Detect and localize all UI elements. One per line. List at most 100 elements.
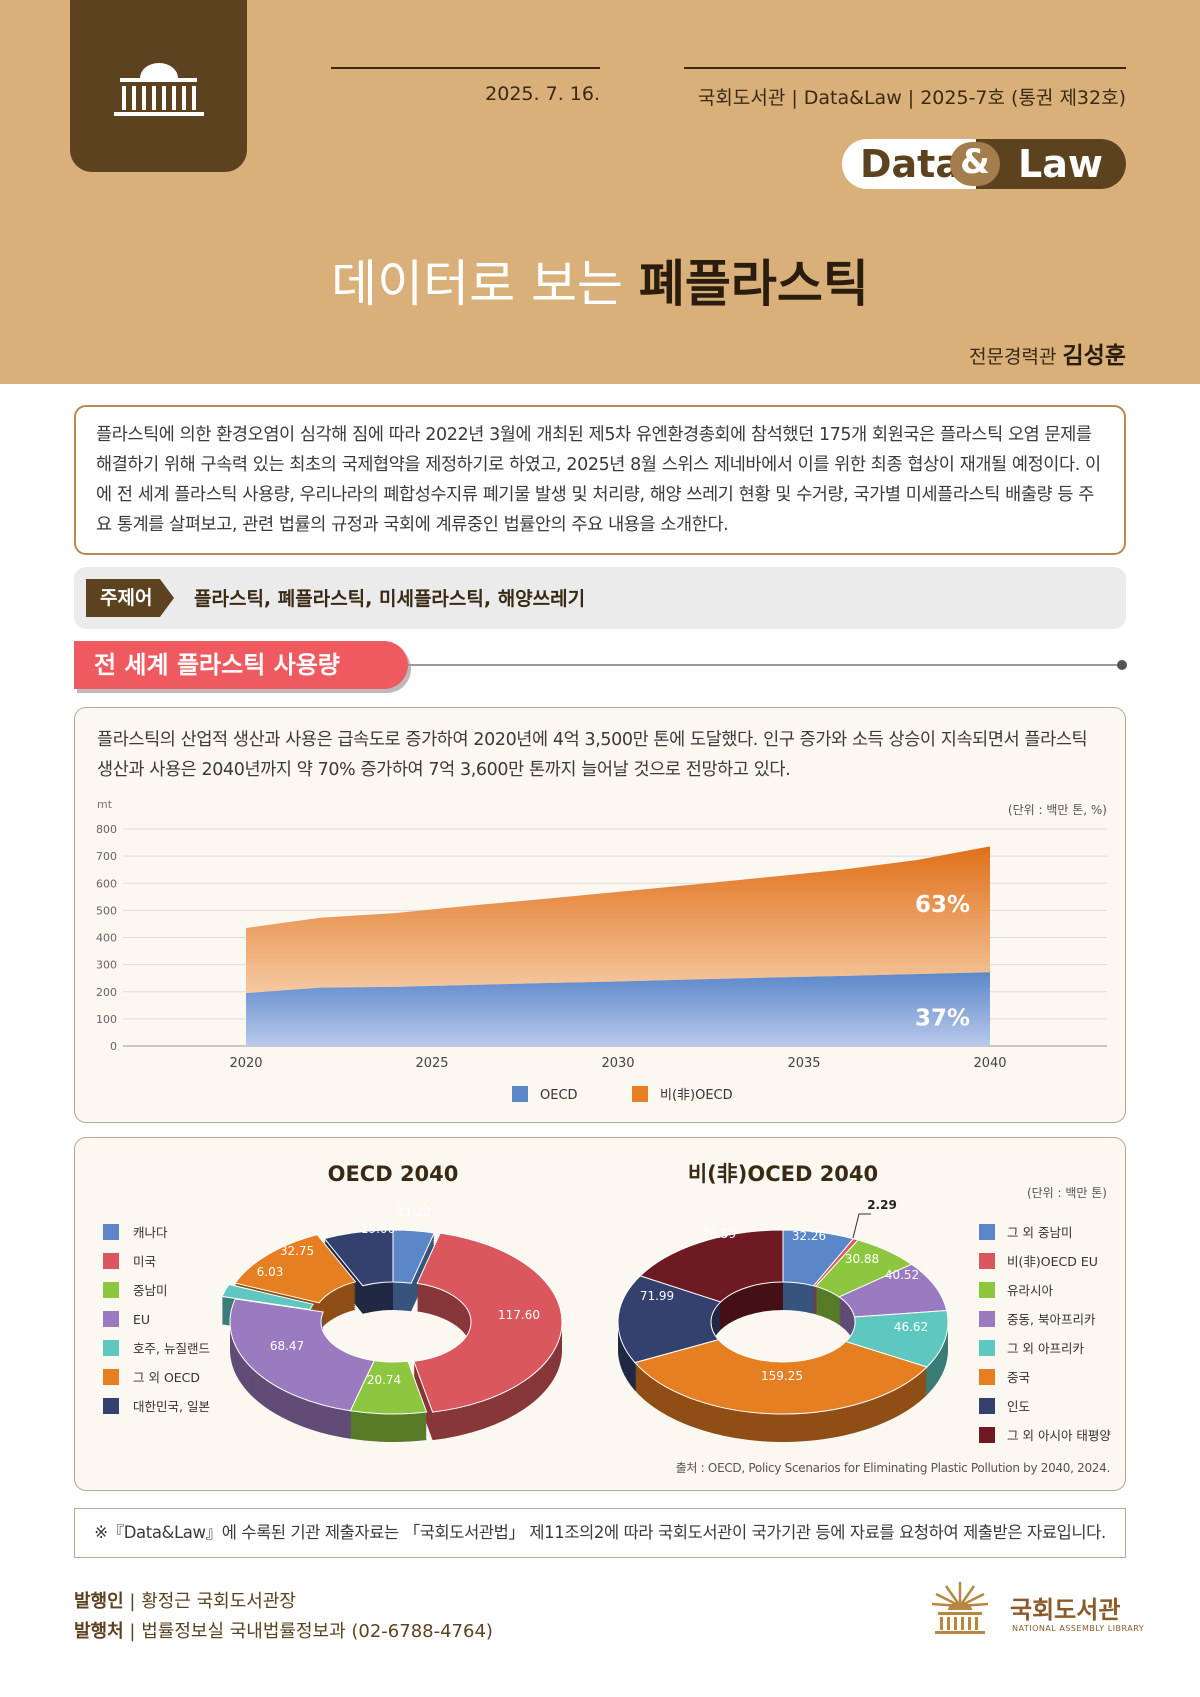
legend-label-non-oecd: 비(非)OECD	[660, 1088, 733, 1103]
oecd-data-label: 19.06	[361, 1222, 395, 1236]
assembly-building-icon	[114, 63, 204, 116]
legend-swatch-oecd	[512, 1086, 528, 1102]
oecd-legend-swatch	[103, 1253, 119, 1269]
assembly-logo-tab	[70, 0, 247, 172]
keyword-list: 플라스틱, 폐플라스틱, 미세플라스틱, 해양쓰레기	[194, 588, 586, 610]
oecd-legend-label: 미국	[133, 1254, 156, 1269]
oecd-slice	[229, 1298, 375, 1412]
y-tick-label: 600	[96, 877, 117, 890]
non-oecd-legend-label: 그 외 아프리카	[1007, 1341, 1084, 1356]
y-tick-label: 500	[96, 904, 117, 917]
publisher-line: 발행인 | 황정근 국회도서관장	[74, 1591, 296, 1612]
oecd-legend-label: 그 외 OECD	[133, 1370, 200, 1385]
oecd-legend-swatch	[103, 1340, 119, 1356]
non-oecd-legend-label: 그 외 중남미	[1007, 1225, 1072, 1240]
oecd-legend-label: 대한민국, 일본	[133, 1399, 210, 1414]
header-banner: 2025. 7. 16. 국회도서관 | Data&Law | 2025-7호 …	[0, 0, 1200, 384]
y-tick-label: 0	[110, 1040, 117, 1053]
page-title: 데이터로 보는 폐플라스틱	[331, 255, 869, 313]
header-rule-right	[684, 67, 1126, 69]
y-tick-label: 700	[96, 850, 117, 863]
legend-swatch-non-oecd	[632, 1086, 648, 1102]
oecd-data-label: 68.47	[270, 1339, 304, 1353]
area-oecd	[246, 972, 990, 1046]
keyword-bar: 주제어 플라스틱, 폐플라스틱, 미세플라스틱, 해양쓰레기	[74, 567, 1126, 629]
oecd-slice	[392, 1229, 435, 1284]
oecd-data-label: 6.03	[257, 1265, 284, 1279]
oecd-legend-label: EU	[133, 1312, 150, 1327]
intro-summary: 플라스틱에 의한 환경오염이 심각해 짐에 따라 2022년 3월에 개최된 제…	[74, 405, 1126, 555]
non-oecd-legend-label: 비(非)OECD EU	[1007, 1254, 1098, 1269]
header-rule-left	[331, 67, 600, 69]
library-logo-icon	[931, 1582, 989, 1634]
library-name-en: NATIONAL ASSEMBLY LIBRARY	[1012, 1624, 1145, 1633]
donut-charts: OECD 2040 11.22 117.60 20.74 68.47 6.03 32.75 1…	[103, 1162, 1111, 1475]
oecd-legend-label: 캐나다	[133, 1225, 168, 1240]
area-chart: mt (단위 : 백만 톤, %) 0 100 200 300 400 500 600 700 80…	[96, 798, 1107, 1103]
oecd-legend-swatch	[103, 1311, 119, 1327]
non-oecd-legend-swatch	[979, 1369, 995, 1385]
oecd-data-label: 32.75	[280, 1244, 314, 1258]
oecd-legend-swatch	[103, 1282, 119, 1298]
non-oecd-legend-swatch	[979, 1282, 995, 1298]
oecd-data-label: 11.22	[397, 1205, 431, 1219]
badge-amp: &	[950, 142, 1000, 186]
non-oecd-data-label: 76.59	[702, 1227, 736, 1241]
non-oecd-legend-swatch	[979, 1398, 995, 1414]
non-oecd-legend-swatch	[979, 1340, 995, 1356]
office-line: 발행처 | 법률정보실 국내법률정보과 (02-6788-4764)	[74, 1621, 493, 1642]
oecd-slice	[413, 1232, 563, 1413]
oecd-data-label: 117.60	[498, 1308, 540, 1322]
non-oecd-donut-title: 비(非)OCED 2040	[688, 1162, 878, 1186]
non-oecd-data-label: 46.62	[894, 1320, 928, 1334]
badge-data: Data	[860, 142, 961, 186]
non-oecd-legend-label: 인도	[1007, 1399, 1030, 1414]
non-oecd-data-label: 30.88	[845, 1252, 879, 1266]
non-oecd-data-label: 32.26	[792, 1229, 826, 1243]
non-oecd-legend-swatch	[979, 1224, 995, 1240]
x-tick-label: 2020	[229, 1056, 262, 1071]
non-oecd-data-label: 71.99	[640, 1289, 674, 1303]
legend-label-oecd: OECD	[540, 1088, 578, 1103]
non-oecd-data-label: 40.52	[885, 1268, 919, 1282]
badge-law: Law	[1018, 142, 1103, 186]
y-axis-label: mt	[97, 798, 113, 811]
issue-info: 국회도서관 | Data&Law | 2025-7호 (통권 제32호)	[697, 87, 1126, 109]
area-chart-panel: 플라스틱의 산업적 생산과 사용은 급속도로 증가하여 2020년에 4억 3,…	[74, 707, 1126, 1123]
oecd-slice	[323, 1229, 394, 1287]
section-title: 전 세계 플라스틱 사용량	[74, 641, 408, 689]
oecd-donut-title: OECD 2040	[328, 1162, 459, 1186]
source-text: 출처 : OECD, Policy Scenarios for Eliminat…	[676, 1461, 1110, 1475]
y-tick-label: 800	[96, 823, 117, 836]
oecd-legend-label: 중남미	[133, 1283, 168, 1298]
non-oecd-slice	[617, 1275, 722, 1364]
oecd-slice	[234, 1234, 357, 1304]
non-oecd-slice	[634, 1339, 928, 1415]
oecd-legend-swatch	[103, 1224, 119, 1240]
section-rule	[408, 664, 1122, 666]
area-non-oecd	[246, 846, 990, 994]
share-label-non-oecd: 63%	[915, 892, 970, 918]
non-oecd-data-label: 2.29	[867, 1198, 897, 1212]
non-oecd-legend-label: 그 외 아시아 태평양	[1007, 1428, 1111, 1443]
non-oecd-legend-label: 유라시아	[1007, 1283, 1054, 1298]
oecd-legend-label: 호주, 뉴질랜드	[133, 1341, 210, 1356]
non-oecd-legend-swatch	[979, 1253, 995, 1269]
footnote: ※『Data&Law』에 수록된 기관 제출자료는 「국회도서관법」 제11조의…	[74, 1508, 1126, 1558]
oecd-slice	[221, 1283, 315, 1311]
data-law-badge: Data & Law	[842, 139, 1126, 189]
author: 전문경력관 김성훈	[969, 343, 1126, 369]
share-label-oecd: 37%	[915, 1005, 970, 1031]
non-oecd-slice	[639, 1229, 784, 1303]
chart-unit: (단위 : 백만 톤, %)	[1008, 803, 1107, 817]
non-oecd-legend-label: 중동, 북아프리카	[1007, 1312, 1096, 1327]
library-name: 국회도서관	[1010, 1596, 1121, 1624]
x-tick-label: 2035	[787, 1056, 820, 1071]
keyword-tag: 주제어	[86, 579, 174, 617]
x-tick-label: 2025	[415, 1056, 448, 1071]
non-oecd-legend-swatch	[979, 1311, 995, 1327]
section-description: 플라스틱의 산업적 생산과 사용은 급속도로 증가하여 2020년에 4억 3,…	[97, 730, 1088, 780]
non-oecd-legend-label: 중국	[1007, 1370, 1030, 1385]
y-tick-label: 400	[96, 932, 117, 945]
x-tick-label: 2040	[973, 1056, 1006, 1071]
